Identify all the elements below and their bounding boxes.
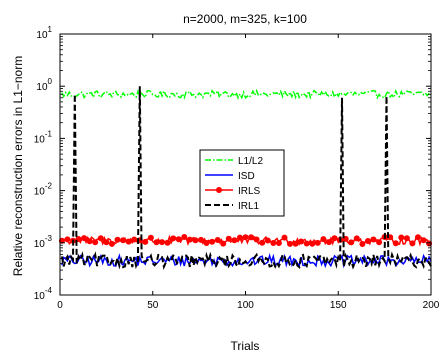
x-tick-label: 50 (147, 300, 159, 311)
series-marker (364, 238, 371, 244)
series-marker (198, 236, 204, 243)
series-marker (214, 237, 221, 243)
series-marker (248, 234, 255, 241)
legend-label: IRL1 (238, 201, 260, 212)
series-marker (275, 240, 282, 246)
x-tick-label: 0 (57, 300, 63, 311)
series-marker (403, 235, 410, 242)
y-tick-label: 10-2 (34, 182, 53, 198)
y-tick-label: 10-3 (34, 234, 53, 250)
y-tick-label: 10-1 (34, 129, 53, 145)
series-marker (153, 239, 160, 246)
series-marker (170, 235, 177, 242)
series-marker (320, 236, 327, 243)
series-marker (420, 237, 427, 244)
y-axis-label: Relative reconstruction errors in L1−nor… (11, 56, 25, 276)
y-tick-label: 10-4 (34, 286, 53, 302)
series-marker (81, 235, 88, 242)
series-marker (203, 240, 210, 246)
series-marker (353, 235, 360, 242)
series-marker (125, 238, 132, 245)
x-tick-label: 150 (330, 300, 347, 311)
series-marker (175, 236, 182, 243)
legend-label: ISD (238, 171, 255, 182)
series-marker (331, 235, 338, 242)
series-marker (309, 240, 316, 247)
series-marker (398, 234, 405, 241)
series-marker (209, 238, 216, 245)
series-marker (314, 239, 321, 246)
series-marker (159, 239, 165, 246)
series-marker (120, 237, 127, 244)
chart-title: n=2000, m=325, k=100 (183, 12, 307, 26)
legend-marker (216, 187, 222, 193)
y-tick-label: 101 (36, 25, 52, 41)
series-marker (236, 234, 243, 241)
series-marker (415, 234, 421, 241)
series-marker (370, 236, 377, 243)
series-marker (359, 241, 366, 247)
series-marker (92, 239, 99, 246)
series-marker (264, 237, 271, 244)
x-tick-label: 200 (423, 300, 440, 311)
series-marker (64, 236, 71, 243)
series-line-irl1 (60, 86, 432, 270)
legend-label: L1/L2 (238, 156, 263, 167)
y-tick-label: 100 (36, 77, 52, 93)
series-marker (298, 238, 305, 245)
series-marker (86, 238, 93, 245)
series-marker (242, 234, 249, 241)
series-line-l1-l2 (61, 88, 432, 100)
series-marker (409, 240, 416, 247)
series-marker (108, 240, 115, 247)
x-tick-label: 100 (237, 300, 254, 311)
series-marker (287, 240, 293, 247)
series-marker (303, 240, 310, 247)
series-marker (147, 234, 154, 241)
series-marker (103, 239, 110, 246)
series-marker (114, 236, 121, 243)
series-marker (281, 234, 288, 241)
series-marker (164, 239, 171, 246)
series-marker (270, 240, 277, 246)
series-marker (225, 235, 232, 242)
series-marker (326, 239, 332, 246)
legend-label: IRLS (238, 186, 261, 197)
series-marker (376, 239, 383, 246)
series-marker (292, 240, 299, 247)
series-marker (131, 236, 138, 243)
series-marker (392, 240, 399, 247)
legend: L1/L2 ISD IRLS IRL1 (199, 149, 285, 217)
series-marker (181, 234, 188, 240)
series-marker (142, 238, 149, 245)
series-marker (259, 239, 266, 246)
series-marker (348, 239, 355, 246)
series-marker (220, 240, 227, 247)
series-marker (97, 235, 104, 242)
series-marker (186, 236, 193, 243)
series-marker (192, 237, 199, 244)
series-marker (253, 236, 260, 243)
series-marker (231, 237, 238, 244)
x-axis-label: Trials (231, 339, 260, 353)
